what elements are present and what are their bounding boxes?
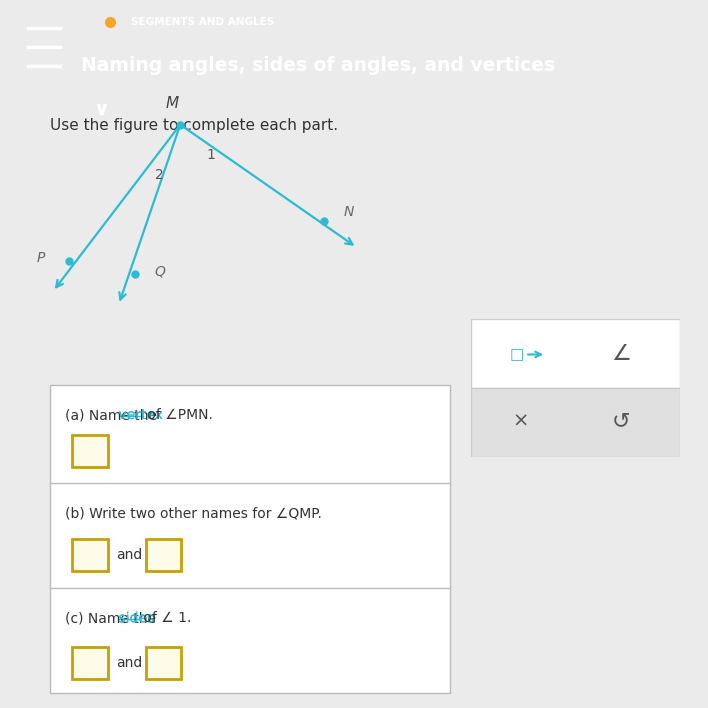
Text: ×: ×	[513, 411, 529, 430]
Text: (a) Name the: (a) Name the	[65, 408, 161, 422]
Text: Use the figure to complete each part.: Use the figure to complete each part.	[50, 118, 338, 133]
Text: ∠: ∠	[611, 345, 632, 365]
Text: of ∠PMN.: of ∠PMN.	[143, 408, 213, 422]
Text: Naming angles, sides of angles, and vertices: Naming angles, sides of angles, and vert…	[81, 57, 556, 76]
Text: and: and	[116, 548, 142, 562]
Text: Q: Q	[154, 265, 165, 279]
Text: of ∠ 1.: of ∠ 1.	[139, 611, 191, 625]
Text: and: and	[116, 656, 142, 670]
FancyBboxPatch shape	[72, 647, 108, 679]
Text: P: P	[36, 251, 45, 266]
FancyBboxPatch shape	[146, 539, 181, 571]
FancyBboxPatch shape	[471, 388, 680, 457]
Text: 1: 1	[207, 149, 215, 162]
FancyBboxPatch shape	[72, 435, 108, 467]
Text: N: N	[343, 205, 354, 219]
Text: 2: 2	[155, 168, 164, 182]
Text: (b) Write two other names for ∠QMP.: (b) Write two other names for ∠QMP.	[65, 507, 322, 520]
Text: SEGMENTS AND ANGLES: SEGMENTS AND ANGLES	[131, 17, 274, 27]
Text: vertex: vertex	[118, 408, 163, 422]
Text: (c) Name the: (c) Name the	[65, 611, 161, 625]
Text: ↺: ↺	[612, 411, 631, 430]
Text: sides: sides	[118, 611, 154, 625]
FancyBboxPatch shape	[50, 384, 450, 692]
FancyBboxPatch shape	[146, 647, 181, 679]
FancyBboxPatch shape	[471, 319, 680, 388]
FancyBboxPatch shape	[72, 539, 108, 571]
Text: M: M	[166, 96, 178, 111]
Text: ∨: ∨	[93, 100, 109, 119]
Text: □: □	[510, 347, 524, 362]
